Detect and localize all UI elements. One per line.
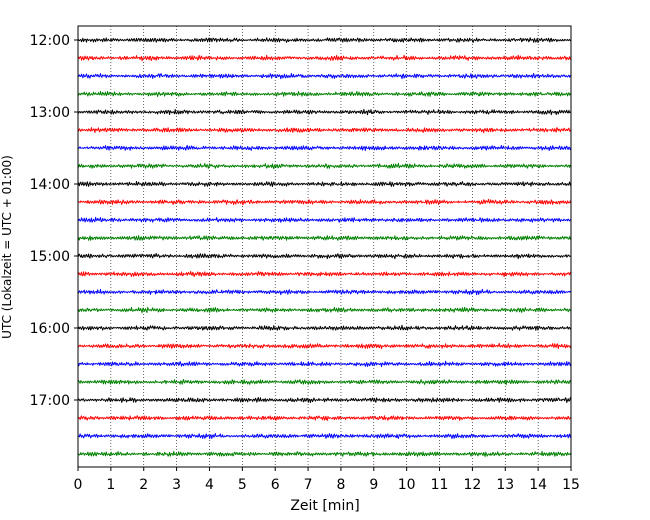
x-tick-label: 7 — [304, 477, 313, 493]
trace-1330 — [77, 144, 572, 151]
trace-1345 — [77, 162, 571, 170]
plot-frame — [77, 25, 572, 468]
y-axis-label: UTC (Lokalzeit = UTC + 01:00) — [0, 155, 14, 339]
trace-1700 — [77, 397, 572, 404]
trace-1615 — [77, 342, 572, 350]
trace-1630 — [77, 360, 572, 367]
y-tick-label: 15:00 — [30, 249, 70, 265]
trace-1715 — [77, 415, 572, 421]
trace-1315 — [77, 127, 572, 134]
trace-1645 — [77, 379, 572, 385]
trace-1300 — [77, 108, 572, 116]
x-tick-label: 3 — [172, 477, 181, 493]
x-tick-label: 1 — [106, 477, 115, 493]
x-tick-label: 4 — [205, 477, 214, 493]
x-tick-label: 12 — [463, 477, 481, 493]
x-axis-label: Zeit [min] — [290, 498, 359, 514]
trace-1530 — [78, 288, 572, 296]
trace-1445 — [77, 235, 572, 241]
x-tick-label: 13 — [496, 477, 514, 493]
trace-1730 — [77, 433, 572, 440]
x-tick-label: 10 — [398, 477, 416, 493]
trace-1400 — [77, 181, 572, 187]
trace-1230 — [77, 73, 572, 80]
x-tick-label: 11 — [431, 477, 449, 493]
trace-1245 — [77, 90, 572, 97]
trace-1415 — [78, 198, 572, 206]
x-tick-label: 14 — [529, 477, 547, 493]
y-tick-label: 16:00 — [30, 321, 70, 337]
trace-1515 — [77, 271, 572, 278]
trace-1545 — [77, 306, 572, 314]
x-tick-label: 15 — [562, 477, 580, 493]
seismogram-traces — [77, 37, 572, 457]
trace-1600 — [77, 324, 572, 331]
x-tick-label: 0 — [74, 477, 83, 493]
x-tick-label: 2 — [139, 477, 148, 493]
trace-1500 — [77, 253, 572, 260]
x-tick-label: 6 — [271, 477, 280, 493]
trace-1200 — [77, 37, 572, 43]
x-axis-ticks: 0 1 2 3 4 5 6 7 8 9 10 11 12 13 14 15 — [74, 467, 580, 493]
x-tick-label: 8 — [336, 477, 345, 493]
y-tick-label: 12:00 — [30, 33, 70, 49]
x-tick-label: 5 — [238, 477, 247, 493]
y-tick-label: 14:00 — [30, 177, 70, 193]
x-tick-label: 9 — [369, 477, 378, 493]
y-tick-label: 17:00 — [30, 393, 70, 409]
trace-1745 — [77, 450, 572, 457]
trace-1430 — [77, 216, 572, 223]
y-axis-ticks: 12:00 13:00 14:00 15:00 16:00 17:00 — [30, 33, 78, 409]
y-tick-label: 13:00 — [30, 105, 70, 121]
trace-1215 — [77, 54, 572, 62]
